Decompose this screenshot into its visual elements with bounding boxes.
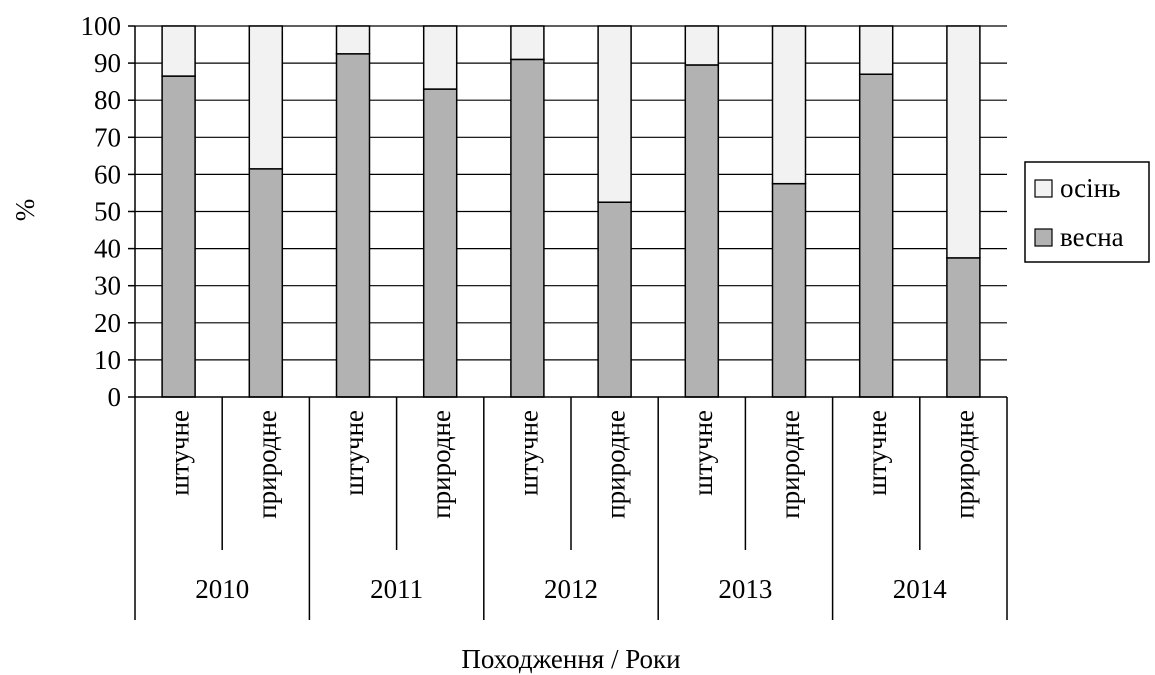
bar-segment-vesna: [858, 73, 894, 398]
y-tick-label: 100: [81, 11, 122, 41]
bar-segment-osin: [248, 25, 284, 170]
bar-segment-osin: [946, 25, 981, 259]
bar-segment-osin: [771, 25, 807, 185]
y-tick-label: 10: [94, 345, 121, 375]
bar-segment-osin: [858, 25, 894, 75]
x-axis-title: Походження / Роки: [461, 644, 680, 674]
x-group-label: 2014: [893, 574, 948, 604]
tick-labels: 0 10 20 30 40 50 60 70 80 90 100 штучне природне штуч…: [81, 11, 980, 604]
axes: [128, 25, 1008, 620]
bar-segment-vesna: [161, 75, 196, 398]
y-tick-label: 70: [94, 122, 121, 152]
x-group-label: 2011: [370, 574, 423, 604]
bar-segment-vesna: [946, 257, 981, 398]
x-subcategory-label: природне: [949, 410, 979, 519]
y-tick-label: 20: [94, 308, 121, 338]
bar-segment-osin: [422, 25, 458, 90]
x-subcategory-label: природне: [601, 410, 631, 519]
legend: осінь весна: [1024, 161, 1150, 263]
y-tick-label: 90: [94, 48, 121, 78]
bar-segment-vesna: [510, 58, 545, 398]
x-subcategory-label: штучне: [513, 410, 543, 496]
y-tick-label: 0: [108, 382, 122, 412]
bar-segment-vesna: [422, 88, 458, 398]
y-tick-label: 60: [94, 159, 121, 189]
y-tick-label: 40: [94, 234, 121, 264]
x-group-label: 2013: [718, 574, 772, 604]
x-group-label: 2012: [544, 574, 598, 604]
x-subcategory-label: природне: [252, 410, 282, 519]
bar-segment-vesna: [335, 53, 371, 398]
x-subcategory-label: природне: [775, 410, 805, 519]
y-tick-label: 80: [94, 85, 121, 115]
legend-swatch-osin: [1034, 179, 1053, 198]
bar-segment-osin: [684, 25, 720, 66]
bar-segment-vesna: [684, 64, 720, 398]
bar-segment-osin: [597, 25, 632, 203]
legend-label-osin: осінь: [1060, 173, 1120, 203]
x-subcategory-label: штучне: [862, 410, 892, 496]
bar-segment-osin: [510, 25, 545, 61]
y-tick-label: 50: [94, 197, 121, 227]
bar-segment-vesna: [248, 168, 284, 398]
bar-segment-vesna: [771, 182, 807, 398]
x-subcategory-label: штучне: [165, 410, 195, 496]
bar-segment-osin: [161, 25, 196, 77]
x-subcategory-label: природне: [426, 410, 456, 519]
x-subcategory-label: штучне: [688, 410, 718, 496]
legend-label-vesna: весна: [1060, 222, 1124, 252]
bar-segment-osin: [335, 25, 371, 55]
x-subcategory-label: штучне: [339, 410, 369, 496]
bar-segment-vesna: [597, 201, 632, 398]
legend-swatch-vesna: [1034, 228, 1053, 247]
y-axis-title: %: [10, 199, 40, 222]
y-tick-label: 30: [94, 271, 121, 301]
x-group-label: 2010: [195, 574, 249, 604]
